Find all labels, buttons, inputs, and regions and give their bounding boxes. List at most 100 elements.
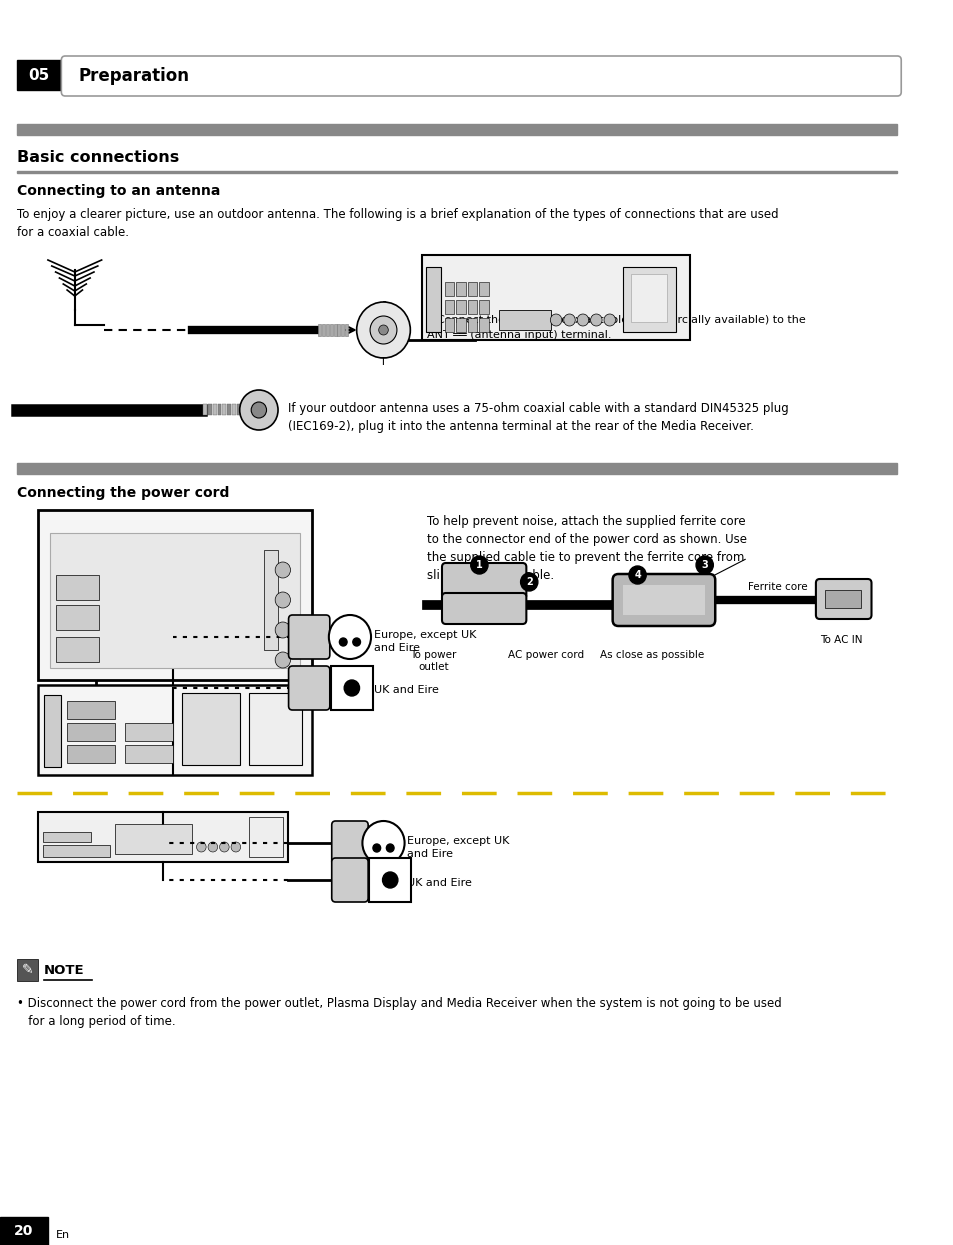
Bar: [125, 745, 172, 763]
Text: Ferrite core: Ferrite core: [747, 581, 806, 593]
Text: Connecting the power cord: Connecting the power cord: [17, 486, 230, 500]
Circle shape: [239, 390, 277, 430]
Circle shape: [329, 615, 371, 659]
Text: Connecting to an antenna: Connecting to an antenna: [17, 184, 220, 198]
Bar: [55, 575, 99, 600]
Text: Europe, except UK
and Eire: Europe, except UK and Eire: [407, 835, 509, 859]
Bar: [823, 590, 860, 608]
Bar: [478, 283, 489, 296]
Bar: [444, 283, 454, 296]
Circle shape: [208, 842, 217, 852]
Text: AC power cord: AC power cord: [508, 650, 583, 660]
Circle shape: [356, 303, 410, 359]
Bar: [345, 324, 348, 336]
Bar: [322, 324, 325, 336]
Circle shape: [628, 566, 645, 584]
Bar: [38, 510, 312, 680]
Bar: [182, 693, 239, 764]
Text: T: T: [379, 357, 387, 367]
Circle shape: [520, 573, 537, 591]
Bar: [115, 824, 192, 854]
Circle shape: [603, 314, 615, 326]
Bar: [44, 695, 61, 767]
Bar: [622, 266, 676, 332]
Text: To AC IN: To AC IN: [819, 635, 862, 645]
Text: NOTE: NOTE: [44, 964, 85, 976]
FancyBboxPatch shape: [441, 563, 526, 599]
Bar: [263, 550, 277, 650]
Bar: [67, 723, 115, 741]
Bar: [241, 403, 245, 415]
Circle shape: [274, 561, 291, 578]
Bar: [331, 666, 373, 710]
Text: Cable tie: Cable tie: [747, 596, 794, 606]
Circle shape: [274, 622, 291, 637]
Bar: [17, 124, 897, 134]
Text: If your outdoor antenna uses a 75-ohm coaxial cable with a standard DIN45325 plu: If your outdoor antenna uses a 75-ohm co…: [287, 402, 787, 433]
Bar: [217, 403, 221, 415]
Bar: [232, 403, 235, 415]
Bar: [38, 685, 312, 774]
Bar: [43, 845, 111, 857]
Bar: [222, 403, 226, 415]
Text: ANT ══ (antenna input) terminal.: ANT ══ (antenna input) terminal.: [426, 330, 611, 340]
Bar: [67, 701, 115, 720]
Text: Preparation: Preparation: [78, 67, 190, 85]
Bar: [478, 300, 489, 314]
Bar: [213, 403, 216, 415]
Bar: [227, 403, 231, 415]
FancyBboxPatch shape: [332, 858, 368, 901]
Bar: [17, 959, 38, 981]
Text: 2: 2: [525, 576, 532, 586]
Circle shape: [382, 872, 397, 888]
Text: UK and Eire: UK and Eire: [374, 685, 438, 695]
Circle shape: [344, 680, 359, 696]
Bar: [630, 274, 666, 322]
Circle shape: [196, 842, 206, 852]
Bar: [622, 585, 704, 615]
Circle shape: [550, 314, 561, 326]
Bar: [421, 255, 690, 340]
Bar: [246, 403, 250, 415]
FancyBboxPatch shape: [612, 574, 715, 626]
Circle shape: [251, 402, 266, 418]
FancyBboxPatch shape: [61, 56, 901, 96]
Text: • Disconnect the power cord from the power outlet, Plasma Display and Media Rece: • Disconnect the power cord from the pow…: [17, 997, 781, 1028]
Circle shape: [353, 637, 360, 646]
Bar: [55, 605, 99, 630]
Bar: [67, 745, 115, 763]
Circle shape: [219, 842, 229, 852]
Bar: [330, 324, 333, 336]
Text: To help prevent noise, attach the supplied ferrite core
to the connector end of : To help prevent noise, attach the suppli…: [426, 515, 746, 581]
Text: • Connect the 75-ohm coaxial cable (commercially available) to the: • Connect the 75-ohm coaxial cable (comm…: [426, 315, 804, 325]
Text: En: En: [55, 1230, 70, 1240]
FancyBboxPatch shape: [288, 666, 330, 710]
Bar: [38, 812, 287, 862]
Bar: [467, 300, 476, 314]
Circle shape: [274, 652, 291, 669]
Bar: [17, 60, 61, 90]
Text: 05: 05: [29, 67, 50, 82]
Bar: [467, 317, 476, 332]
Bar: [467, 283, 476, 296]
Circle shape: [362, 820, 404, 865]
Bar: [369, 858, 411, 901]
Circle shape: [370, 316, 396, 344]
Text: Europe, except UK
and Eire: Europe, except UK and Eire: [374, 630, 476, 654]
Bar: [208, 403, 212, 415]
Bar: [478, 317, 489, 332]
FancyBboxPatch shape: [815, 579, 871, 619]
Circle shape: [590, 314, 601, 326]
Bar: [0, 1218, 48, 1245]
Bar: [236, 403, 240, 415]
Text: 1: 1: [476, 560, 482, 570]
Bar: [125, 723, 172, 741]
Text: UK and Eire: UK and Eire: [407, 878, 472, 888]
Text: As close as possible: As close as possible: [599, 650, 703, 660]
Bar: [337, 324, 340, 336]
Bar: [334, 324, 336, 336]
Text: To enjoy a clearer picture, use an outdoor antenna. The following is a brief exp: To enjoy a clearer picture, use an outdo…: [17, 208, 778, 239]
Bar: [17, 463, 897, 474]
Text: 3: 3: [700, 560, 707, 570]
Text: 4: 4: [634, 570, 640, 580]
